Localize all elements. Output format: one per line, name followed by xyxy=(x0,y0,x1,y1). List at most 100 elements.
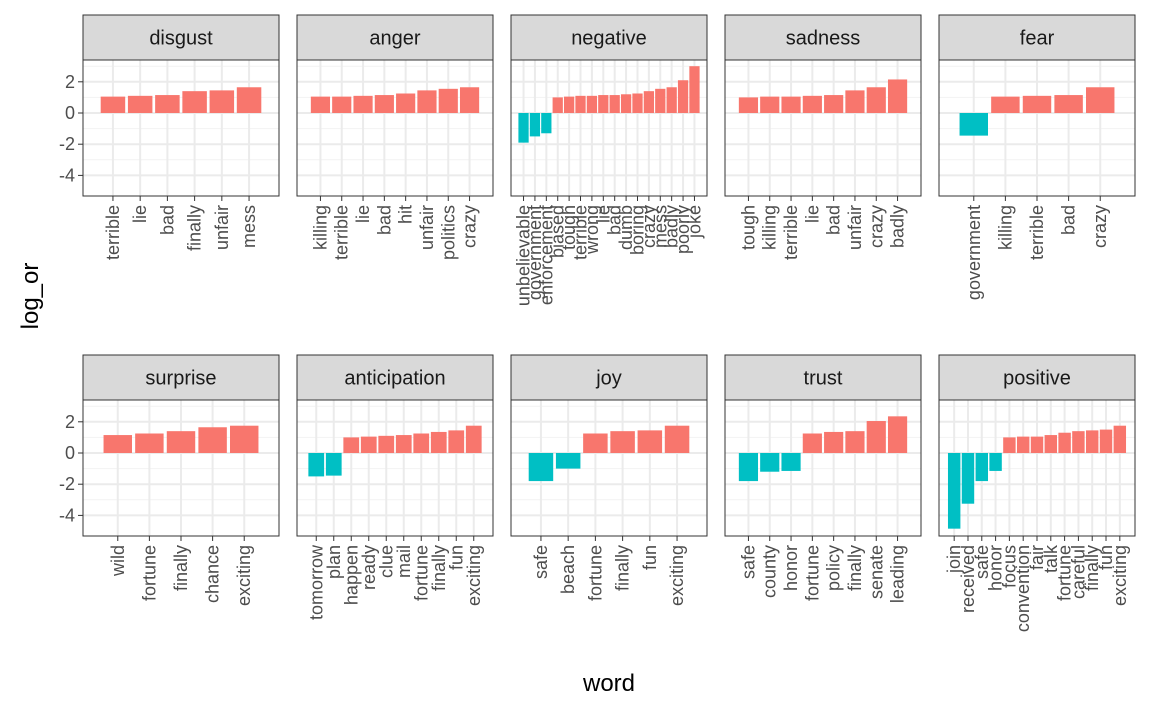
facet-strip-label: negative xyxy=(571,28,647,50)
x-tick-label: exciting xyxy=(667,545,687,606)
x-tick-label: fortune xyxy=(585,545,605,601)
x-tick-label: plan xyxy=(324,545,344,579)
bar-tough xyxy=(738,97,759,113)
bar-dumb xyxy=(620,94,632,113)
facet-trust: trust safe county honor fortune policy finally… xyxy=(724,354,922,603)
x-tick-label: finally xyxy=(613,545,633,591)
x-tick-label: chance xyxy=(203,545,223,603)
x-tick-label: convention xyxy=(1013,545,1033,632)
bar-finally xyxy=(1086,430,1099,453)
facet-strip-label: trust xyxy=(804,368,843,390)
bar-boring xyxy=(632,93,643,113)
x-tick-label: finally xyxy=(429,545,449,591)
bar-bad xyxy=(1054,95,1083,113)
facet-strip xyxy=(938,354,1136,401)
x-tick-label: lie xyxy=(802,205,822,223)
x-tick-label: happen xyxy=(341,545,361,605)
bar-politics xyxy=(438,88,458,113)
x-tick-label: joke xyxy=(684,205,704,239)
y-tick-label: -4 xyxy=(59,505,75,525)
y-axis-title: log_or xyxy=(17,263,44,330)
facet-strip-label: fear xyxy=(1020,28,1055,50)
bar-lie xyxy=(127,95,153,113)
x-tick-label: exciting xyxy=(234,545,254,606)
x-tick-label: county xyxy=(760,545,780,598)
x-tick-label: badly xyxy=(888,205,908,248)
x-tick-label: terrible xyxy=(332,205,352,260)
bar-exciting xyxy=(230,425,259,453)
x-tick-label: mess xyxy=(239,205,259,248)
bar-terrible xyxy=(575,95,586,113)
bar-finally xyxy=(166,431,196,453)
x-tick-label: crazy xyxy=(639,205,659,248)
facet-strip-label: anticipation xyxy=(344,368,445,390)
x-tick-label: crazy xyxy=(460,205,480,248)
x-tick-label: killing xyxy=(310,205,330,250)
x-tick-label: fun xyxy=(1096,545,1116,570)
facet-surprise: surprise wild fortune finally chance exciting… xyxy=(59,354,280,606)
x-tick-label: fun xyxy=(640,545,660,570)
x-tick-label: hit xyxy=(396,205,416,224)
bar-poorly xyxy=(677,80,689,113)
bar-bad xyxy=(609,95,620,113)
bar-terrible xyxy=(781,96,801,113)
x-tick-label: finally xyxy=(185,205,205,251)
bar-crazy xyxy=(866,87,886,113)
facet-negative: negative unbelievablegovernmentenforcemen… xyxy=(510,14,708,306)
facet-strip xyxy=(296,14,494,61)
bar-join xyxy=(947,453,961,529)
x-tick-label: received xyxy=(958,545,978,613)
panel-border xyxy=(296,59,494,197)
x-tick-label: government xyxy=(964,205,984,300)
x-tick-label: senate xyxy=(866,545,886,599)
x-tick-label: exciting xyxy=(1110,545,1130,606)
x-tick-label: dumb xyxy=(616,205,636,250)
bar-county xyxy=(760,453,780,472)
x-tick-label: tough xyxy=(559,205,579,250)
facet-strip-label: disgust xyxy=(149,28,213,50)
bar-exciting xyxy=(465,425,482,453)
bar-focus xyxy=(1003,437,1016,453)
x-tick-label: killing xyxy=(995,205,1015,250)
bar-careful xyxy=(1072,431,1085,453)
x-tick-label: lie xyxy=(353,205,373,223)
x-tick-label: finally xyxy=(845,545,865,591)
bar-unfair xyxy=(417,90,437,113)
bar-killing xyxy=(310,96,331,113)
bar-mess xyxy=(236,87,262,113)
facet-strip-label: sadness xyxy=(786,28,861,50)
bar-policy xyxy=(824,431,844,453)
bar-badly xyxy=(666,87,677,113)
x-tick-label: terrible xyxy=(103,205,123,260)
panel-border xyxy=(82,59,280,197)
bar-leading xyxy=(887,416,908,453)
bar-fortune xyxy=(135,433,164,453)
x-tick-label: killing xyxy=(760,205,780,250)
x-tick-label: beach xyxy=(558,545,578,594)
bar-crazy xyxy=(1086,87,1115,113)
y-tick-label: 0 xyxy=(65,103,75,123)
bar-finally xyxy=(182,91,207,113)
bar-fun xyxy=(448,430,465,453)
x-tick-label: fortune xyxy=(139,545,159,601)
x-tick-label: crazy xyxy=(866,205,886,248)
facet-strip xyxy=(510,354,708,401)
bar-bad xyxy=(824,95,844,113)
bar-safe xyxy=(738,453,759,482)
bar-mail xyxy=(395,435,412,453)
facet-strip xyxy=(296,354,494,401)
facet-fear: fear government killing terrible bad crazy xyxy=(938,14,1136,300)
bar-finally xyxy=(430,431,447,453)
bar-fortune xyxy=(1058,432,1071,453)
bar-exciting xyxy=(1113,425,1127,453)
bar-talk xyxy=(1044,435,1058,453)
x-tick-label: badly xyxy=(662,205,682,248)
x-tick-label: lie xyxy=(593,205,613,223)
bar-fortune xyxy=(583,433,608,453)
bar-government xyxy=(959,113,988,136)
facet-strip-label: joy xyxy=(595,368,622,390)
facet-strip xyxy=(938,14,1136,61)
facet-strip-label: positive xyxy=(1003,368,1071,390)
bar-plan xyxy=(325,453,342,476)
